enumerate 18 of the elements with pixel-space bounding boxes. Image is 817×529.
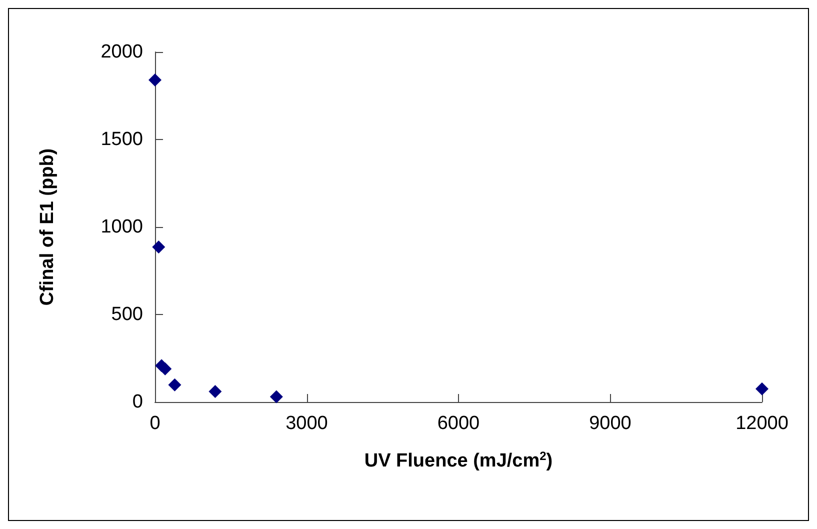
point (168, 378, 182, 392)
y-tick-label: 1000 (100, 216, 143, 238)
x-tick-label: 12000 (736, 413, 788, 434)
y-tick-label: 500 (111, 304, 143, 325)
y-axis-title: Cfinal of E1 (ppb) (37, 148, 58, 306)
point (148, 74, 162, 86)
y-tick-label: 2000 (100, 42, 143, 62)
y-tick-label: 0 (132, 392, 143, 412)
x-tick-label: 0 (150, 413, 160, 434)
point (158, 362, 172, 376)
x-tick-label: 9000 (589, 413, 632, 434)
point (756, 382, 768, 396)
y-tick-label: 1500 (100, 129, 143, 150)
point (208, 385, 222, 398)
x-tick-label: 3000 (286, 413, 328, 434)
point (152, 240, 166, 254)
point (270, 390, 283, 404)
x-tick-label: 6000 (437, 413, 480, 434)
